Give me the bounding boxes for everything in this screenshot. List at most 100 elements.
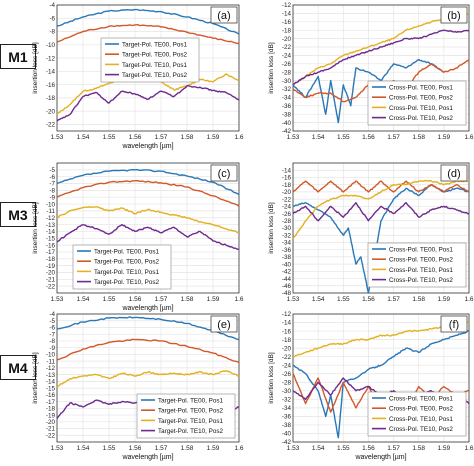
y-tick-label: -20: [46, 419, 56, 426]
panel-label: (e): [217, 319, 230, 331]
series-line-3: [292, 12, 470, 86]
x-tick-label: 1.57: [155, 134, 168, 141]
y-tick-label: -6: [49, 174, 55, 181]
y-tick-label: -42: [282, 439, 292, 446]
x-tick-label: 1.59: [438, 134, 451, 141]
legend-entry: Target-Pol. TE00, Pos1: [122, 41, 187, 48]
x-tick-label: 1.55: [337, 445, 350, 452]
y-tick-label: -10: [46, 352, 56, 359]
y-tick-label: -12: [282, 2, 292, 9]
x-tick-label: 1.58: [412, 296, 425, 303]
row-label-m1: M1: [0, 44, 36, 69]
x-tick-label: 1.58: [181, 445, 194, 452]
y-tick-label: -5: [49, 318, 55, 325]
panel-label-box: [210, 164, 238, 182]
y-axis-label: insertion loss [dB]: [32, 42, 39, 93]
y-tick-label: -46: [282, 283, 292, 290]
x-tick-label: 1.56: [362, 445, 375, 452]
x-tick-label: 1.55: [103, 134, 116, 141]
x-tick-label: 1.56: [129, 445, 142, 452]
x-tick-label: 1.6: [464, 445, 473, 452]
x-tick-label: 1.57: [387, 296, 400, 303]
legend-entry: Cross-Pol. TE00, Pos1: [389, 395, 453, 402]
y-tick-label: -38: [282, 254, 292, 261]
chart-panel-f: 1.53 1.54 1.55 1.56 1.57 1.58 1.59 1.6 -12 -14-16…: [268, 311, 474, 461]
x-tick-label: 1.56: [362, 134, 375, 141]
y-tick-label: -18: [282, 27, 292, 34]
y-tick-label: -11: [46, 208, 55, 215]
legend-entry: Cross-Pol. TE00, Pos2: [389, 406, 453, 413]
y-tick-label: -16: [282, 175, 292, 182]
y-tick-label: -4: [49, 311, 55, 318]
x-tick-label: 1.59: [207, 296, 220, 303]
y-tick-label: -16: [46, 82, 56, 89]
series-line-2: [56, 179, 240, 207]
legend-entry: Target-Pol. TE00, Pos1: [94, 248, 159, 255]
y-tick-label: -16: [46, 392, 56, 399]
y-tick-label: -26: [282, 61, 292, 68]
legend: Cross-Pol. TE00, Pos1 Cross-Pol. TE00, Po…: [367, 242, 467, 288]
plot-frame: [292, 4, 470, 132]
series-line-4: [292, 201, 470, 222]
y-axis-label: insertion loss [dB]: [268, 352, 275, 403]
x-tick-label: 1.53: [51, 445, 64, 452]
y-tick-label: -9: [49, 194, 55, 201]
x-tick-label: 1.53: [51, 134, 64, 141]
x-axis-label: wavelength [µm]: [354, 454, 406, 461]
x-tick-label: 1.57: [387, 445, 400, 452]
series-line-1: [56, 8, 240, 35]
x-tick-label: 1.58: [181, 296, 194, 303]
y-tick-label: -14: [46, 69, 56, 76]
legend-entry: Cross-Pol. TE00, Pos1: [389, 246, 453, 253]
x-tick-label: 1.6: [464, 296, 473, 303]
y-tick-label: -20: [282, 345, 292, 352]
y-tick-label: -32: [282, 397, 292, 404]
y-tick-label: -18: [282, 182, 292, 189]
y-tick-label: -13: [46, 372, 56, 379]
y-tick-label: -22: [46, 122, 56, 129]
y-tick-label: -24: [282, 204, 292, 211]
legend-entry: Cross-Pol. TE10, Pos1: [389, 416, 453, 423]
y-tick-label: -42: [282, 269, 292, 276]
y-axis-label: insertion loss [dB]: [32, 202, 39, 253]
legend: Target-Pol. TE00, Pos1 Target-Pol. TE00, …: [72, 244, 172, 290]
y-tick-label: -18: [46, 406, 56, 413]
y-tick-label: -28: [282, 379, 292, 386]
y-tick-label: -12: [46, 55, 56, 62]
y-tick-label: -18: [282, 337, 292, 344]
y-tick-label: -8: [49, 338, 55, 345]
x-tick-label: 1.53: [287, 445, 300, 452]
legend-entry: Target-Pol. TE00, Pos2: [122, 52, 187, 59]
panel-label-box: [210, 6, 238, 24]
y-tick-label: -8: [49, 29, 55, 36]
x-tick-label: 1.6: [234, 445, 243, 452]
legend-entry: Target-Pol. TE10, Pos2: [94, 279, 159, 286]
y-tick-label: -24: [282, 53, 292, 60]
series-line-3: [56, 205, 239, 234]
x-tick-label: 1.59: [207, 134, 220, 141]
legend-entry: Cross-Pol. TE10, Pos1: [389, 267, 453, 274]
y-tick-label: -38: [282, 111, 292, 118]
series-line-2: [56, 24, 240, 45]
plot-frame: [56, 4, 240, 132]
legend-entry: Target-Pol. TE10, Pos1: [94, 269, 159, 276]
y-tick-label: -36: [282, 414, 292, 421]
x-tick-label: 1.58: [181, 134, 194, 141]
y-tick-label: -6: [49, 15, 55, 22]
series-line-1: [56, 168, 240, 196]
plot-frame: [56, 313, 240, 443]
y-tick-label: -22: [46, 432, 56, 439]
y-tick-label: -28: [282, 69, 292, 76]
y-tick-label: -17: [46, 249, 56, 256]
y-tick-label: -14: [46, 229, 56, 236]
y-tick-label: -14: [282, 11, 292, 18]
legend-entry: Cross-Pol. TE10, Pos2: [389, 426, 453, 433]
y-tick-label: -20: [282, 189, 292, 196]
x-tick-label: 1.56: [129, 134, 142, 141]
y-tick-label: -22: [282, 354, 292, 361]
y-tick-label: -28: [282, 218, 292, 225]
y-tick-label: -26: [282, 211, 292, 218]
panel-label-box: [440, 315, 468, 333]
y-tick-label: -32: [282, 232, 292, 239]
